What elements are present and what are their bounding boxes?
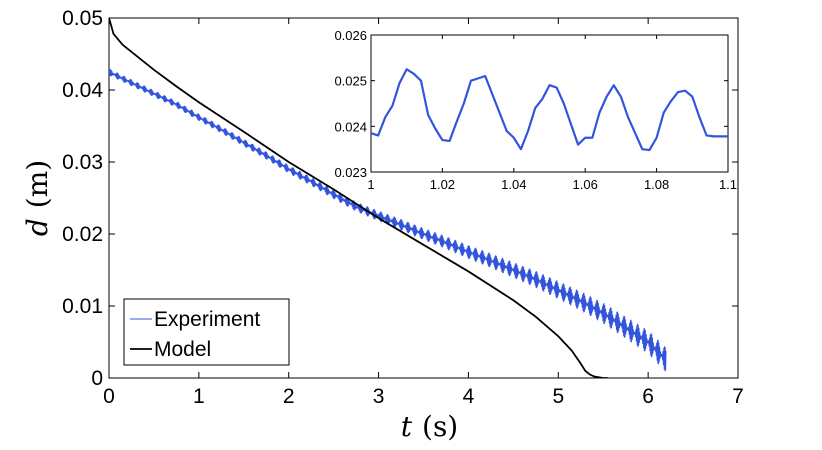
inset-x-tick-label: 1.02 xyxy=(430,177,455,192)
inset-x-tick-label: 1.1 xyxy=(719,177,737,192)
inset-x-tick-label: 1.04 xyxy=(501,177,526,192)
inset-y-tick-label: 0.024 xyxy=(334,119,367,134)
x-axis-label-unit: (s) xyxy=(422,410,458,443)
inset-y-tick-label: 0.023 xyxy=(334,165,367,180)
main-x-tick-label: 5 xyxy=(552,385,564,408)
main-x-tick-label: 4 xyxy=(463,385,475,408)
inset-y-tick-label: 0.025 xyxy=(334,74,367,89)
series-model-line xyxy=(109,18,608,378)
main-x-tick-label: 6 xyxy=(642,385,654,408)
main-y-tick-label: 0.04 xyxy=(62,79,103,102)
series-experiment-line xyxy=(109,69,667,372)
inset-axes: 1 1.02 1.04 1.06 1.08 1.1 0.023 0.024 0.025 0.026 xyxy=(334,28,737,192)
y-axis-label: d (m) xyxy=(21,160,54,236)
inset-series-experiment-line xyxy=(370,68,728,152)
main-y-tick-label: 0.01 xyxy=(62,295,103,318)
main-y-tick-label: 0.05 xyxy=(62,7,103,30)
inset-y-tick-label: 0.026 xyxy=(334,28,367,43)
main-y-tick-label: 0 xyxy=(91,367,103,390)
x-axis-label: t (s) xyxy=(401,410,458,443)
main-y-tick-label: 0.03 xyxy=(62,151,103,174)
legend: Experiment Model xyxy=(123,298,290,366)
x-axis-label-var: t xyxy=(401,410,413,443)
y-axis-label-var: d xyxy=(21,218,54,236)
inset-x-tick-label: 1.08 xyxy=(644,177,669,192)
main-x-tick-label: 2 xyxy=(283,385,295,408)
inset-axes-frame xyxy=(370,34,729,173)
main-x-tick-label: 0 xyxy=(103,385,115,408)
inset-x-tick-label: 1.06 xyxy=(573,177,598,192)
y-axis-label-group: d (m) xyxy=(21,160,54,236)
legend-label-experiment: Experiment xyxy=(154,308,260,331)
main-y-tick-label: 0.02 xyxy=(62,223,103,246)
legend-label-model: Model xyxy=(154,338,211,361)
main-x-tick-label: 1 xyxy=(193,385,205,408)
y-axis-label-unit: (m) xyxy=(21,160,54,208)
inset-x-tick-label: 1 xyxy=(367,177,374,192)
main-x-tick-label: 3 xyxy=(373,385,385,408)
legend-box xyxy=(123,298,290,366)
main-x-tick-label: 7 xyxy=(732,385,744,408)
